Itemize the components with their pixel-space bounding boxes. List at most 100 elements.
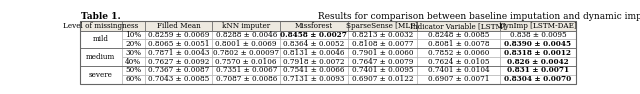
Text: 0.7131 ± 0.0093: 0.7131 ± 0.0093 xyxy=(283,75,344,83)
Text: 0.7647 ± 0.0079: 0.7647 ± 0.0079 xyxy=(351,58,413,66)
Bar xyxy=(280,21,348,31)
Bar xyxy=(212,31,280,39)
Bar xyxy=(280,57,348,66)
Text: Missforest: Missforest xyxy=(295,22,333,30)
Text: 0.6907 ± 0.0122: 0.6907 ± 0.0122 xyxy=(351,75,413,83)
Text: 0.7871 ± 0.0043: 0.7871 ± 0.0043 xyxy=(148,49,209,57)
Bar xyxy=(500,57,576,66)
Bar xyxy=(348,48,417,57)
Bar xyxy=(122,57,145,66)
Text: 0.7627 ± 0.0092: 0.7627 ± 0.0092 xyxy=(148,58,209,66)
Bar xyxy=(280,39,348,48)
Text: 0.6907 ± 0.0071: 0.6907 ± 0.0071 xyxy=(428,75,489,83)
Bar xyxy=(417,75,500,84)
Bar xyxy=(80,21,576,84)
Text: 60%: 60% xyxy=(125,75,141,83)
Bar xyxy=(122,75,145,84)
Bar xyxy=(280,31,348,39)
Text: 0.8081 ± 0.0078: 0.8081 ± 0.0078 xyxy=(428,40,489,48)
Text: 0.8364 ± 0.0052: 0.8364 ± 0.0052 xyxy=(284,40,344,48)
Bar xyxy=(348,75,417,84)
Text: 0.8288 ± 0.0046: 0.8288 ± 0.0046 xyxy=(216,31,277,39)
Text: 30%: 30% xyxy=(125,49,141,57)
Bar xyxy=(417,57,500,66)
Text: 0.8131 ± 0.0046: 0.8131 ± 0.0046 xyxy=(283,49,344,57)
Text: kNN imputer: kNN imputer xyxy=(222,22,270,30)
Text: Level of missingness: Level of missingness xyxy=(63,22,138,30)
Text: 0.8390 ± 0.0045: 0.8390 ± 0.0045 xyxy=(504,40,572,48)
Bar xyxy=(500,66,576,75)
Bar xyxy=(500,31,576,39)
Text: DynImp [LSTM-DAE]: DynImp [LSTM-DAE] xyxy=(499,22,577,30)
Bar xyxy=(280,75,348,84)
Bar xyxy=(500,75,576,84)
Bar xyxy=(122,48,145,57)
Bar xyxy=(145,48,212,57)
Bar xyxy=(80,21,122,31)
Bar xyxy=(348,57,417,66)
Bar xyxy=(280,66,348,75)
Bar xyxy=(500,39,576,48)
Text: mild: mild xyxy=(93,35,109,43)
Text: Results for comparison between baseline imputation and dynamic imputation (in BA: Results for comparison between baseline … xyxy=(315,12,640,21)
Bar xyxy=(212,48,280,57)
Text: Filled Mean: Filled Mean xyxy=(157,22,200,30)
Bar xyxy=(348,66,417,75)
Text: 0.8458 ± 0.0027: 0.8458 ± 0.0027 xyxy=(280,31,348,39)
Text: 0.7802 ± 0.00097: 0.7802 ± 0.00097 xyxy=(213,49,279,57)
Bar xyxy=(145,57,212,66)
Text: 0.7043 ± 0.0085: 0.7043 ± 0.0085 xyxy=(148,75,209,83)
Text: 0.8304 ± 0.0070: 0.8304 ± 0.0070 xyxy=(504,75,572,83)
Bar xyxy=(417,66,500,75)
Bar xyxy=(348,39,417,48)
Text: 0.826 ± 0.0042: 0.826 ± 0.0042 xyxy=(507,58,569,66)
Bar xyxy=(212,39,280,48)
Text: 0.8248 ± 0.0085: 0.8248 ± 0.0085 xyxy=(428,31,489,39)
Bar xyxy=(500,21,576,31)
Bar xyxy=(122,31,145,39)
Text: 0.7087 ± 0.0086: 0.7087 ± 0.0086 xyxy=(216,75,277,83)
Text: Table 1.: Table 1. xyxy=(81,12,121,21)
Bar xyxy=(145,66,212,75)
Bar xyxy=(280,48,348,57)
Text: 0.7401 ± 0.0104: 0.7401 ± 0.0104 xyxy=(428,66,489,74)
Bar xyxy=(145,21,212,31)
Bar xyxy=(212,57,280,66)
Text: severe: severe xyxy=(89,71,113,79)
Bar xyxy=(122,21,145,31)
Text: 0.8259 ± 0.0069: 0.8259 ± 0.0069 xyxy=(148,31,209,39)
Bar xyxy=(212,66,280,75)
Text: 0.7351 ± 0.0067: 0.7351 ± 0.0067 xyxy=(216,66,277,74)
Text: 0.831 ± 0.0071: 0.831 ± 0.0071 xyxy=(507,66,569,74)
Bar xyxy=(80,48,122,66)
Bar xyxy=(80,31,122,48)
Text: 0.8001 ± 0.0069: 0.8001 ± 0.0069 xyxy=(216,40,277,48)
Text: 0.8108 ± 0.0077: 0.8108 ± 0.0077 xyxy=(351,40,413,48)
Bar xyxy=(145,31,212,39)
Bar xyxy=(417,31,500,39)
Text: medium: medium xyxy=(86,53,115,61)
Bar xyxy=(212,75,280,84)
Text: 10%: 10% xyxy=(125,31,141,39)
Bar xyxy=(348,21,417,31)
Text: 0.8065 ± 0.0051: 0.8065 ± 0.0051 xyxy=(148,40,209,48)
Text: 0.8213 ± 0.0032: 0.8213 ± 0.0032 xyxy=(352,31,413,39)
Text: 0.7918 ± 0.0072: 0.7918 ± 0.0072 xyxy=(283,58,344,66)
Text: 0.7367 ± 0.0087: 0.7367 ± 0.0087 xyxy=(148,66,209,74)
Bar xyxy=(417,39,500,48)
Text: 0.7901 ± 0.0060: 0.7901 ± 0.0060 xyxy=(351,49,413,57)
Text: 0.7541 ± 0.0066: 0.7541 ± 0.0066 xyxy=(283,66,344,74)
Text: 0.7401 ± 0.0095: 0.7401 ± 0.0095 xyxy=(351,66,413,74)
Text: SparseSense [MLP]: SparseSense [MLP] xyxy=(346,22,419,30)
Bar xyxy=(122,66,145,75)
Text: 50%: 50% xyxy=(125,66,141,74)
Text: 0.8318 ± 0.0012: 0.8318 ± 0.0012 xyxy=(504,49,572,57)
Text: 20%: 20% xyxy=(125,40,141,48)
Bar xyxy=(145,39,212,48)
Bar xyxy=(417,48,500,57)
Bar xyxy=(122,39,145,48)
Bar xyxy=(417,21,500,31)
Text: 0.838 ± 0.0095: 0.838 ± 0.0095 xyxy=(509,31,566,39)
Text: 0.7570 ± 0.0106: 0.7570 ± 0.0106 xyxy=(216,58,277,66)
Bar xyxy=(145,75,212,84)
